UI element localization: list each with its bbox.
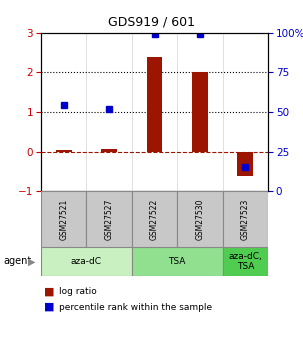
Bar [238,152,253,176]
Text: GSM27521: GSM27521 [59,198,68,240]
Bar [41,247,132,276]
Bar [132,191,177,247]
Bar [132,247,223,276]
Text: aza-dC,
TSA: aza-dC, TSA [228,252,262,271]
Bar [56,150,72,152]
Bar [41,191,86,247]
Bar [177,191,223,247]
Text: aza-dC: aza-dC [71,257,102,266]
Bar [223,247,268,276]
Text: agent: agent [3,256,31,266]
Bar [101,149,117,152]
Bar [147,57,162,152]
Text: GSM27527: GSM27527 [105,198,114,240]
Text: GDS919 / 601: GDS919 / 601 [108,16,195,29]
Text: GSM27530: GSM27530 [195,198,205,240]
Text: GSM27522: GSM27522 [150,198,159,240]
Text: percentile rank within the sample: percentile rank within the sample [59,303,212,312]
Bar [223,191,268,247]
Text: GSM27523: GSM27523 [241,198,250,240]
Bar [86,191,132,247]
Bar [192,72,208,152]
Text: log ratio: log ratio [59,287,97,296]
Text: ■: ■ [44,302,55,312]
Text: ▶: ▶ [28,256,35,266]
Text: TSA: TSA [168,257,186,266]
Text: ■: ■ [44,287,55,296]
